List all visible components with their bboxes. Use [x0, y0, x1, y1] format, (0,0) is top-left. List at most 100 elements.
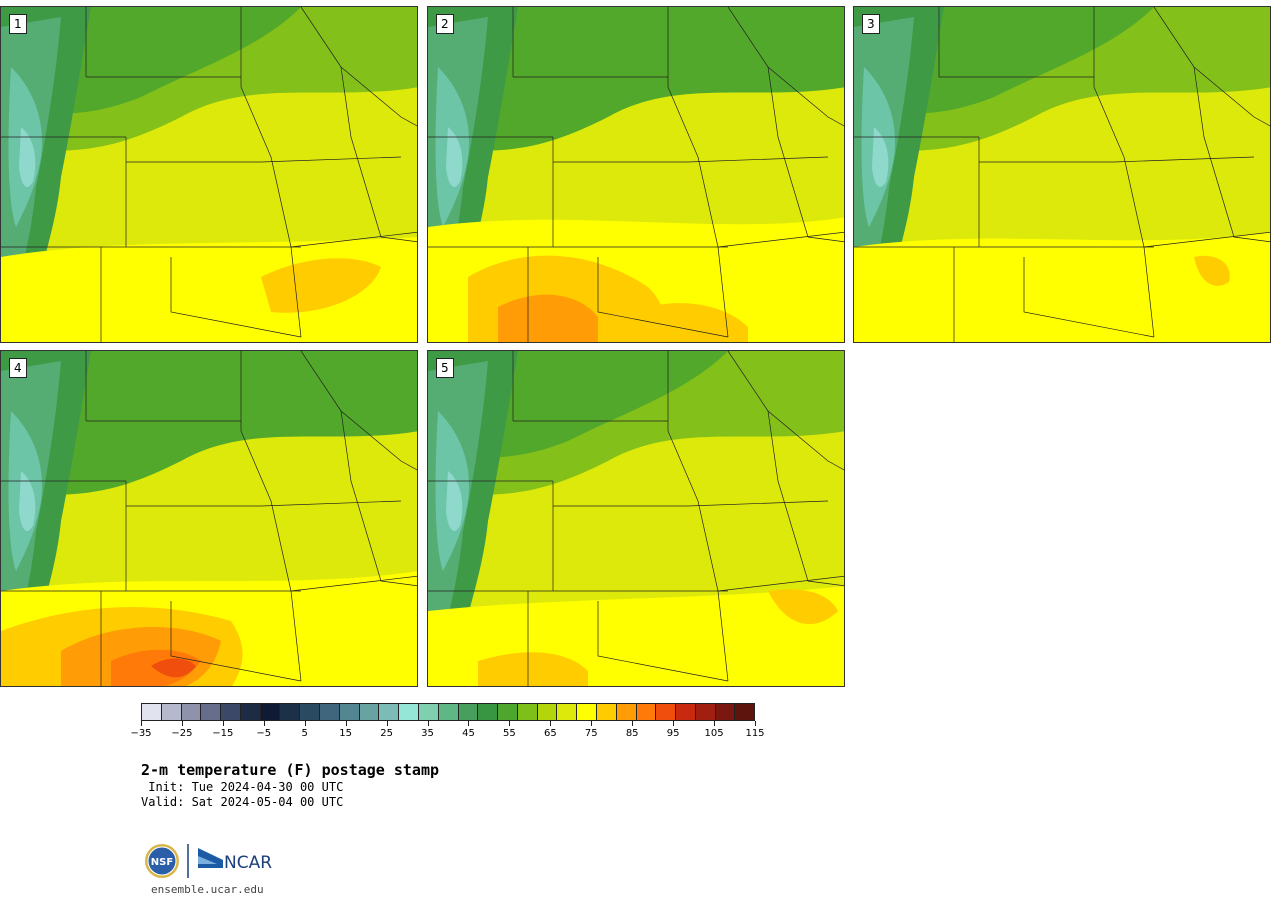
colorbar-tick-label: 5: [301, 728, 308, 739]
colorbar-tick: [304, 721, 306, 726]
colorbar-tick: [263, 721, 265, 726]
colorbar-swatch: [695, 704, 716, 720]
colorbar-tick-label: 65: [543, 728, 557, 739]
colorbar-tick: [181, 721, 183, 726]
colorbar: [141, 703, 755, 721]
temperature-region: [261, 258, 381, 313]
colorbar-swatch: [221, 704, 241, 720]
colorbar-tick-label: −15: [212, 728, 234, 739]
temperature-map: [854, 7, 1270, 342]
colorbar-tick-label: −5: [256, 728, 272, 739]
state-boundary: [290, 575, 417, 592]
colorbar-tick-label: 85: [625, 728, 639, 739]
colorbar-swatch: [339, 704, 360, 720]
colorbar-tick-label: 35: [421, 728, 434, 739]
colorbar-tick-label: −25: [171, 728, 193, 739]
colorbar-tick-label: 105: [704, 728, 724, 739]
colorbar-tick-label: 55: [503, 728, 516, 739]
state-boundary: [300, 351, 417, 471]
ncar-text: NCAR: [224, 853, 272, 873]
state-boundary: [170, 257, 302, 338]
colorbar-swatch: [201, 704, 222, 720]
map-panel-2: 2: [427, 6, 845, 343]
member-label: 5: [436, 358, 454, 378]
colorbar-swatch: [320, 704, 340, 720]
colorbar-swatch: [478, 704, 499, 720]
state-boundary: [687, 156, 829, 163]
temperature-region: [768, 589, 838, 625]
colorbar-swatch: [260, 704, 281, 720]
temperature-map: [428, 7, 844, 342]
colorbar-tick: [141, 721, 142, 726]
colorbar-swatch: [438, 704, 459, 720]
colorbar-ticks: −35 −25 −15 −5 5 15 25 35 45 55 65 75 85 95 105 115: [130, 721, 765, 741]
temperature-region: [19, 127, 36, 187]
nsf-text: NSF: [151, 857, 173, 868]
state-boundary: [290, 246, 302, 338]
state-boundary: [260, 500, 402, 507]
colorbar-tick: [632, 721, 634, 726]
ncar-logo-icon: NCAR: [198, 848, 272, 873]
colorbar-swatch: [537, 704, 558, 720]
state-boundary: [340, 410, 417, 587]
state-boundary: [727, 7, 844, 127]
temperature-map: [1, 7, 417, 342]
map-panel-4: 4: [0, 350, 418, 687]
state-boundary: [290, 590, 302, 682]
website-link[interactable]: ensemble.ucar.edu: [151, 883, 264, 896]
member-label: 3: [862, 14, 880, 34]
state-boundary: [300, 7, 417, 127]
colorbar-swatch: [517, 704, 538, 720]
init-time: Init: Tue 2024-04-30 00 UTC: [141, 780, 344, 794]
state-boundary: [1093, 86, 1145, 248]
colorbar-swatch: [280, 704, 301, 720]
colorbar-swatch: [557, 704, 578, 720]
state-boundary: [290, 231, 417, 248]
state-boundary: [597, 601, 729, 682]
temperature-region: [19, 471, 36, 531]
colorbar-swatch: [142, 704, 162, 720]
colorbar-swatch: [240, 704, 261, 720]
member-label: 2: [436, 14, 454, 34]
member-label: 4: [9, 358, 27, 378]
colorbar-tick: [673, 721, 675, 726]
nsf-ncar-logo: NSF NCAR: [145, 844, 272, 878]
colorbar-swatch: [418, 704, 439, 720]
colorbar-swatch: [616, 704, 637, 720]
colorbar-tick-label: 75: [584, 728, 598, 739]
colorbar-tick: [386, 721, 388, 726]
state-boundary: [240, 86, 292, 248]
colorbar-tick: [550, 721, 552, 726]
colorbar-swatch: [636, 704, 657, 720]
colorbar-tick-label: 15: [339, 728, 353, 739]
state-boundary: [340, 66, 417, 243]
state-boundary: [687, 500, 829, 507]
colorbar-swatch: [596, 704, 617, 720]
state-boundary: [717, 590, 729, 682]
state-boundary: [1143, 231, 1270, 248]
state-boundary: [727, 351, 844, 471]
colorbar-swatch: [181, 704, 202, 720]
map-panel-5: 5: [427, 350, 845, 687]
colorbar-tick: [427, 721, 429, 726]
nsf-seal-icon: NSF: [145, 844, 179, 878]
colorbar-tick: [468, 721, 470, 726]
colorbar-swatch: [735, 704, 755, 720]
state-boundary: [240, 430, 292, 592]
colorbar-swatch: [656, 704, 677, 720]
state-boundary: [1153, 7, 1270, 127]
state-boundary: [1113, 156, 1255, 163]
state-boundary: [767, 66, 844, 243]
state-boundary: [717, 246, 729, 338]
colorbar-swatch: [498, 704, 518, 720]
colorbar-tick: [222, 721, 224, 726]
colorbar-swatch: [379, 704, 400, 720]
colorbar-tick: [755, 721, 756, 726]
state-boundary: [260, 156, 402, 163]
temperature-region: [872, 127, 889, 187]
colorbar-swatch: [577, 704, 597, 720]
temperature-region: [854, 232, 1270, 342]
state-boundary: [1193, 66, 1270, 243]
colorbar-tick-label: 45: [462, 728, 475, 739]
colorbar-swatch: [399, 704, 419, 720]
